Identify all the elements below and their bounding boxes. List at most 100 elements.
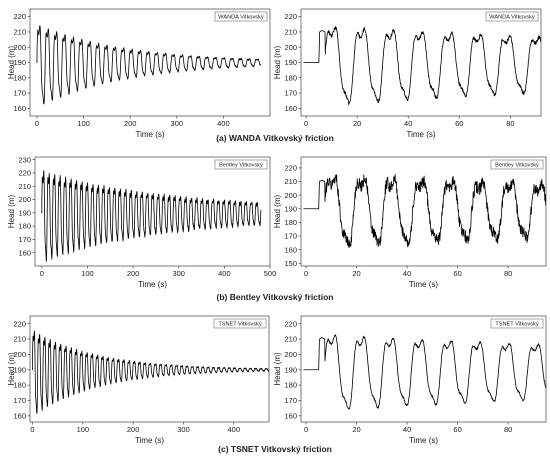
y-tick-label-4-1: 170 xyxy=(13,396,26,405)
y-tick-label-0-6: 220 xyxy=(13,12,26,21)
y-tick-label-2-6: 220 xyxy=(18,169,31,178)
y-tick-label-1-6: 220 xyxy=(284,12,297,21)
x-axis-label-3: Time (s) xyxy=(409,280,438,289)
y-axis-label-5: Head (m) xyxy=(273,352,282,386)
legend-label-5: TSNET Vitkovský xyxy=(495,322,539,328)
y-tick-label-0-0: 160 xyxy=(13,104,26,113)
y-tick-label-4-6: 220 xyxy=(13,319,26,328)
y-tick-label-0-4: 200 xyxy=(13,43,26,52)
legend-box-1 xyxy=(485,11,539,22)
x-tick-label-1-3: 60 xyxy=(455,119,463,128)
y-tick-label-1-4: 200 xyxy=(284,43,297,52)
legend-box-3 xyxy=(490,159,544,170)
x-tick-label-2-0: 0 xyxy=(40,269,44,278)
y-tick-label-3-3: 180 xyxy=(284,218,297,227)
x-tick-label-5-1: 20 xyxy=(352,425,360,434)
plot-frame-1 xyxy=(300,8,542,117)
y-axis-label-4: Head (m) xyxy=(7,352,16,386)
y-tick-label-0-5: 210 xyxy=(13,28,26,37)
y-tick-label-5-6: 220 xyxy=(284,319,297,328)
series-line-5 xyxy=(303,334,546,410)
y-axis-label-1: Head (m) xyxy=(273,45,282,79)
series-line-0 xyxy=(36,25,262,105)
y-tick-label-4-2: 180 xyxy=(13,381,26,390)
x-tick-label-2-1: 100 xyxy=(81,269,94,278)
legend-box-2 xyxy=(214,159,268,170)
x-tick-label-0-0: 0 xyxy=(35,119,39,128)
x-axis-label-1: Time (s) xyxy=(406,130,435,139)
x-tick-label-3-2: 40 xyxy=(403,269,411,278)
x-tick-label-0-1: 100 xyxy=(77,119,90,128)
y-axis-label-2: Head (m) xyxy=(7,194,16,228)
x-tick-label-4-4: 400 xyxy=(228,425,241,434)
x-tick-label-0-3: 300 xyxy=(171,119,184,128)
y-tick-label-2-3: 190 xyxy=(18,208,31,217)
y-tick-label-1-3: 190 xyxy=(284,58,297,67)
x-tick-label-2-2: 200 xyxy=(127,269,140,278)
legend-label-2: Bentley Vitkovský xyxy=(219,163,263,169)
x-tick-label-1-4: 80 xyxy=(506,119,514,128)
y-tick-label-5-3: 190 xyxy=(284,365,297,374)
series-line-3 xyxy=(303,174,546,248)
y-tick-label-3-7: 220 xyxy=(284,164,297,173)
x-axis-label-5: Time (s) xyxy=(409,436,438,445)
y-tick-label-2-5: 210 xyxy=(18,182,31,191)
y-tick-label-5-4: 200 xyxy=(284,350,297,359)
x-tick-label-1-1: 20 xyxy=(353,119,361,128)
y-tick-label-2-0: 160 xyxy=(18,248,31,257)
caption-0: (a) WANDA Vitkovský friction xyxy=(216,133,334,143)
x-tick-label-4-2: 200 xyxy=(127,425,140,434)
y-tick-label-3-2: 170 xyxy=(284,232,297,241)
x-tick-label-5-0: 0 xyxy=(304,425,308,434)
y-tick-label-3-0: 150 xyxy=(284,259,297,268)
y-tick-label-5-5: 210 xyxy=(284,335,297,344)
x-tick-label-0-4: 400 xyxy=(217,119,230,128)
y-tick-label-5-1: 170 xyxy=(284,396,297,405)
y-tick-label-0-3: 190 xyxy=(13,58,26,67)
x-tick-label-5-4: 80 xyxy=(504,425,512,434)
caption-2: (c) TSNET Vitkovský friction xyxy=(218,444,332,454)
series-line-2 xyxy=(41,170,262,262)
legend-box-4 xyxy=(213,318,267,329)
plot-frame-4 xyxy=(29,315,270,423)
legend-label-4: TSNET Vitkovský xyxy=(218,322,262,328)
y-tick-label-4-4: 200 xyxy=(13,350,26,359)
x-axis-label-4: Time (s) xyxy=(135,436,164,445)
y-tick-label-5-2: 180 xyxy=(284,381,297,390)
y-tick-label-3-6: 210 xyxy=(284,177,297,186)
y-tick-label-2-1: 170 xyxy=(18,235,31,244)
y-tick-label-3-1: 160 xyxy=(284,245,297,254)
y-tick-label-1-5: 210 xyxy=(284,28,297,37)
x-tick-label-3-1: 20 xyxy=(352,269,360,278)
plot-frame-3 xyxy=(300,156,547,267)
series-line-4 xyxy=(32,330,269,414)
y-tick-label-4-3: 190 xyxy=(13,365,26,374)
y-tick-label-1-1: 170 xyxy=(284,89,297,98)
x-tick-label-5-2: 40 xyxy=(403,425,411,434)
x-tick-label-2-5: 500 xyxy=(264,269,277,278)
x-tick-label-2-4: 400 xyxy=(218,269,231,278)
caption-1: (b) Bentley Vitkovský friction xyxy=(217,292,334,302)
x-tick-label-2-3: 300 xyxy=(172,269,185,278)
x-tick-label-3-0: 0 xyxy=(304,269,308,278)
y-tick-label-4-5: 210 xyxy=(13,335,26,344)
x-tick-label-1-0: 0 xyxy=(304,119,308,128)
y-tick-label-0-2: 180 xyxy=(13,73,26,82)
legend-label-0: WANDA Vitkovský xyxy=(218,15,264,21)
y-tick-label-2-2: 180 xyxy=(18,222,31,231)
legend-label-1: WANDA Vitkovský xyxy=(489,15,535,21)
plot-frame-2 xyxy=(34,156,271,267)
y-tick-label-3-5: 200 xyxy=(284,191,297,200)
y-tick-label-4-0: 160 xyxy=(13,411,26,420)
x-axis-label-2: Time (s) xyxy=(138,280,167,289)
x-tick-label-3-4: 80 xyxy=(504,269,512,278)
x-tick-label-1-2: 40 xyxy=(404,119,412,128)
x-tick-label-3-3: 60 xyxy=(453,269,461,278)
x-tick-label-4-3: 300 xyxy=(177,425,190,434)
series-line-1 xyxy=(303,26,541,105)
y-tick-label-2-7: 230 xyxy=(18,155,31,164)
x-tick-label-0-2: 200 xyxy=(124,119,137,128)
legend-box-5 xyxy=(490,318,544,329)
y-axis-label-0: Head (m) xyxy=(7,45,16,79)
